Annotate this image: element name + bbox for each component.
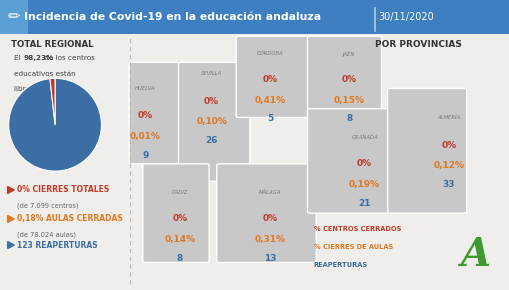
Text: 26: 26 <box>205 136 217 145</box>
Text: 0%: 0% <box>137 111 153 121</box>
Text: 0,15%: 0,15% <box>333 95 364 105</box>
Text: 33: 33 <box>442 180 454 189</box>
Text: REAPERTURAS: REAPERTURAS <box>313 262 367 268</box>
FancyBboxPatch shape <box>236 36 309 117</box>
Text: (de 78.024 aulas): (de 78.024 aulas) <box>17 232 76 238</box>
FancyBboxPatch shape <box>387 88 466 213</box>
Text: 0%: 0% <box>262 75 277 84</box>
Text: JAÉN: JAÉN <box>343 51 355 57</box>
FancyBboxPatch shape <box>307 36 381 117</box>
Bar <box>0 0 509 34</box>
Text: 0,12%: 0,12% <box>433 161 463 170</box>
Text: 0%: 0% <box>440 140 456 150</box>
Text: 5: 5 <box>267 114 273 124</box>
Text: CÓRDOBA: CÓRDOBA <box>257 51 283 56</box>
Text: % CIERRES DE AULAS: % CIERRES DE AULAS <box>313 244 392 250</box>
Text: 0%: 0% <box>172 214 187 224</box>
Text: SEVILLA: SEVILLA <box>201 71 222 77</box>
Text: 21: 21 <box>358 198 370 208</box>
Text: 0% CIERRES TOTALES: 0% CIERRES TOTALES <box>17 185 109 195</box>
FancyBboxPatch shape <box>178 62 249 181</box>
Text: 0,10%: 0,10% <box>196 117 227 126</box>
Text: de los centros: de los centros <box>42 55 95 61</box>
Text: POR PROVINCIAS: POR PROVINCIAS <box>374 40 461 50</box>
Polygon shape <box>8 186 14 193</box>
Text: 0,41%: 0,41% <box>254 95 286 105</box>
Text: 0%: 0% <box>204 97 219 106</box>
Text: TOTAL REGIONAL: TOTAL REGIONAL <box>11 40 94 50</box>
Text: 9: 9 <box>142 151 148 160</box>
Text: 13: 13 <box>264 253 276 263</box>
FancyBboxPatch shape <box>143 164 209 262</box>
Text: 0%: 0% <box>356 159 372 168</box>
Text: HUELVA: HUELVA <box>135 86 155 91</box>
Text: % CENTROS CERRADOS: % CENTROS CERRADOS <box>313 226 400 232</box>
Text: CÁDIZ: CÁDIZ <box>172 190 188 195</box>
Wedge shape <box>50 78 55 125</box>
Text: 8: 8 <box>346 114 352 124</box>
Text: ALMERÍA: ALMERÍA <box>436 115 460 120</box>
FancyBboxPatch shape <box>216 164 316 262</box>
Text: 0,18% AULAS CERRADAS: 0,18% AULAS CERRADAS <box>17 214 122 224</box>
FancyBboxPatch shape <box>307 109 396 213</box>
Text: 0%: 0% <box>262 214 277 224</box>
Text: 0,31%: 0,31% <box>254 235 285 244</box>
Text: 0,14%: 0,14% <box>164 235 195 244</box>
Bar <box>0 0 28 34</box>
Polygon shape <box>8 215 14 222</box>
Text: 98,23%: 98,23% <box>24 55 54 61</box>
Text: MÁLAGA: MÁLAGA <box>259 190 281 195</box>
Text: ✏: ✏ <box>7 9 20 24</box>
Polygon shape <box>8 242 14 249</box>
Text: libres de Covid-19: libres de Covid-19 <box>14 86 79 92</box>
Text: 123 REAPERTURAS: 123 REAPERTURAS <box>17 240 97 250</box>
Text: educativos están: educativos están <box>14 71 76 77</box>
Text: (de 7.099 centros): (de 7.099 centros) <box>17 203 78 209</box>
Text: 0,19%: 0,19% <box>348 180 380 189</box>
Text: GRANADA: GRANADA <box>351 135 377 140</box>
Wedge shape <box>9 78 101 171</box>
Text: 30/11/2020: 30/11/2020 <box>378 12 433 22</box>
Text: 0,01%: 0,01% <box>130 132 160 141</box>
Text: 8: 8 <box>177 253 183 263</box>
FancyBboxPatch shape <box>129 62 187 164</box>
Text: El: El <box>14 55 23 61</box>
Text: A: A <box>460 236 490 274</box>
Text: 0%: 0% <box>341 75 356 84</box>
Text: Incidencia de Covid-19 en la educación andaluza: Incidencia de Covid-19 en la educación a… <box>24 12 321 22</box>
